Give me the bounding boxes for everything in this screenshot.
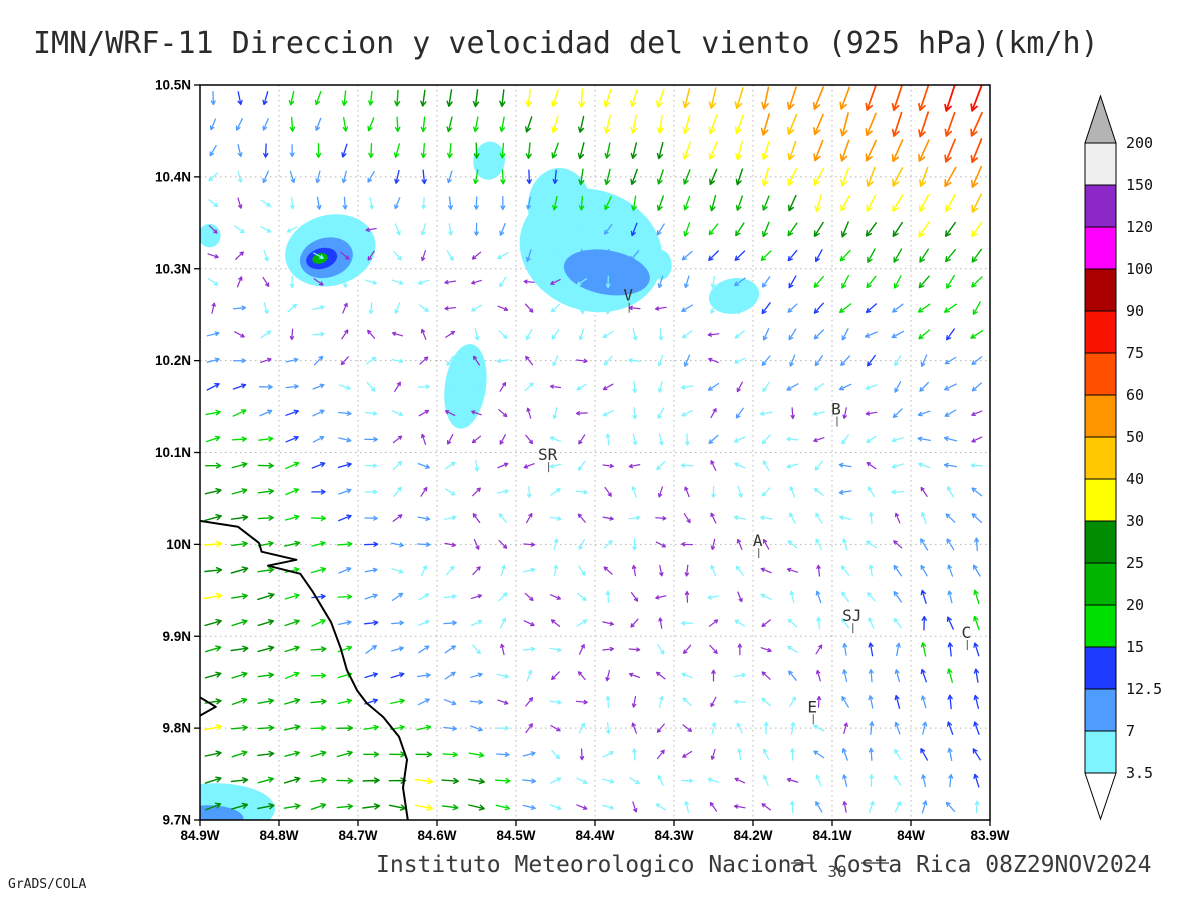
station-label: B xyxy=(831,400,841,419)
colorbar-segment xyxy=(1084,646,1117,690)
x-tick-label: 84.5W xyxy=(496,828,535,843)
x-tick-label: 84.3W xyxy=(654,828,693,843)
y-tick-label: 10.4N xyxy=(155,169,191,184)
colorbar-tick-label: 15 xyxy=(1126,638,1144,656)
station-labels: V SR B A SJ C E xyxy=(538,286,971,725)
colorbar-segment xyxy=(1084,394,1117,438)
wind-vectors xyxy=(203,85,984,814)
shaded-speed-regions xyxy=(200,141,760,820)
x-tick-label: 84.9W xyxy=(180,828,219,843)
x-tick-label: 84.1W xyxy=(812,828,851,843)
colorbar-segment xyxy=(1084,604,1117,648)
colorbar-segment xyxy=(1084,226,1117,270)
shaded-region xyxy=(473,141,506,180)
colorbar-segment xyxy=(1084,478,1117,522)
y-tick-label: 9.8N xyxy=(162,721,191,736)
wind-speed-colorbar: 3.5 7 12.5 15 20 25 30 40 50 60 75 90 100 120 150 200 xyxy=(1084,94,1162,821)
colorbar-tick-label: 90 xyxy=(1126,302,1144,320)
grads-credit: GrADS/COLA xyxy=(8,877,87,892)
colorbar-tick-label: 150 xyxy=(1126,176,1153,194)
shaded-region xyxy=(651,250,672,280)
y-tick-label: 10.1N xyxy=(155,445,191,460)
station-label: V xyxy=(623,286,633,305)
x-tick-label: 84.2W xyxy=(733,828,772,843)
colorbar-tick-label: 200 xyxy=(1126,134,1153,152)
x-tick-label: 84.4W xyxy=(575,828,614,843)
colorbar-tick-label: 120 xyxy=(1126,218,1153,236)
y-tick-label: 10.5N xyxy=(155,78,191,93)
y-tick-label: 10.2N xyxy=(155,353,191,368)
coastline xyxy=(200,519,409,820)
x-tick-label: 84.8W xyxy=(259,828,298,843)
colorbar-segment xyxy=(1084,562,1117,606)
colorbar-tick-label: 40 xyxy=(1126,470,1144,488)
shaded-region xyxy=(708,278,760,314)
colorbar-tick-label: 7 xyxy=(1126,722,1135,740)
x-tick-label: 83.9W xyxy=(970,828,1009,843)
x-tick-label: 84.7W xyxy=(338,828,377,843)
x-tick-label: 84.6W xyxy=(417,828,456,843)
colorbar-segment xyxy=(1084,184,1117,228)
axis-labels: 84.9W 84.8W 84.7W 84.6W 84.5W 84.4W 84.3W 84.2W… xyxy=(155,78,1010,844)
footer-caption: Instituto Meteorologico Nacional Costa R… xyxy=(376,852,1152,878)
colorbar-tick-label: 3.5 xyxy=(1126,764,1153,782)
y-tick-label: 9.9N xyxy=(162,629,191,644)
colorbar-segment xyxy=(1084,352,1117,396)
shaded-region xyxy=(444,344,487,429)
colorbar-over-arrow xyxy=(1084,94,1117,144)
colorbar-segment xyxy=(1084,310,1117,354)
x-tick-label: 84W xyxy=(897,828,925,843)
shaded-region xyxy=(200,805,244,820)
shaded-region xyxy=(200,223,221,248)
colorbar-segment xyxy=(1084,268,1117,312)
station-label: SR xyxy=(538,445,558,464)
y-tick-label: 9.7N xyxy=(162,813,191,828)
station-label: C xyxy=(961,623,971,642)
y-tick-label: 10N xyxy=(166,537,191,552)
contour-label-text: 30 xyxy=(827,862,846,881)
colorbar-tick-label: 75 xyxy=(1126,344,1144,362)
colorbar-segment xyxy=(1084,730,1117,774)
chart-title: IMN/WRF-11 Direccion y velocidad del vie… xyxy=(33,26,1099,61)
station-label: A xyxy=(753,531,763,550)
colorbar-tick-label: 20 xyxy=(1126,596,1144,614)
colorbar-tick-label: 12.5 xyxy=(1126,680,1162,698)
colorbar-segment xyxy=(1084,142,1117,186)
colorbar-under-arrow xyxy=(1084,772,1117,821)
colorbar-tick-label: 100 xyxy=(1126,260,1153,278)
y-tick-label: 10.3N xyxy=(155,261,191,276)
colorbar-segment xyxy=(1084,688,1117,732)
colorbar-tick-label: 30 xyxy=(1126,512,1144,530)
colorbar-tick-label: 60 xyxy=(1126,386,1144,404)
contour-label-30: 30 xyxy=(791,862,889,881)
station-label: E xyxy=(807,697,817,716)
colorbar-tick-label: 25 xyxy=(1126,554,1144,572)
station-label: SJ xyxy=(842,606,861,625)
shaded-region xyxy=(563,249,650,296)
colorbar-segment xyxy=(1084,436,1117,480)
colorbar-segment xyxy=(1084,520,1117,564)
colorbar-tick-label: 50 xyxy=(1126,428,1144,446)
